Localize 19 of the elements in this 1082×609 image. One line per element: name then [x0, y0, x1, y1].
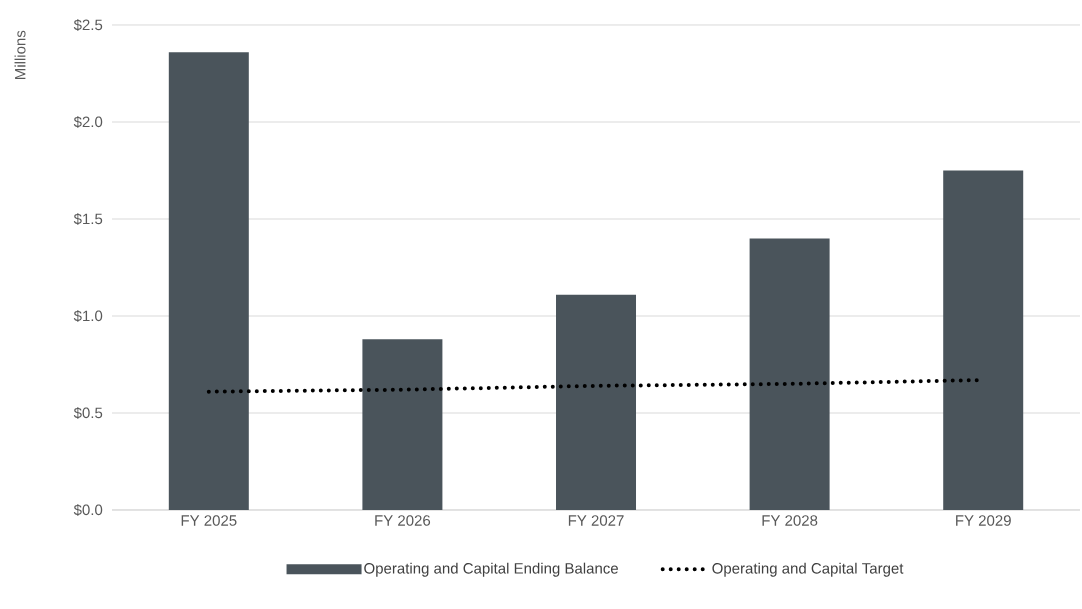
x-tick-label: FY 2025 — [181, 515, 237, 526]
y-tick-label: $2.0 — [73, 115, 103, 129]
y-tick-label: $0.0 — [73, 503, 103, 517]
legend-label: Operating and Capital Target — [712, 562, 904, 577]
bar — [168, 52, 249, 510]
x-tick-label: FY 2028 — [762, 515, 818, 526]
x-tick-label: FY 2026 — [375, 515, 431, 526]
bar — [943, 170, 1024, 510]
y-tick-label: $1.5 — [73, 212, 103, 226]
bar — [362, 339, 443, 510]
legend-label: Operating and Capital Ending Balance — [364, 562, 618, 577]
y-axis-title: Millions — [14, 30, 26, 79]
y-tick-label: $2.5 — [73, 18, 103, 32]
y-tick-label: $0.5 — [73, 406, 103, 420]
x-tick-label: FY 2029 — [956, 515, 1011, 526]
y-tick-label: $1.0 — [73, 309, 103, 323]
x-tick-label: FY 2027 — [568, 515, 624, 526]
bar — [556, 294, 637, 510]
bar — [749, 238, 830, 510]
